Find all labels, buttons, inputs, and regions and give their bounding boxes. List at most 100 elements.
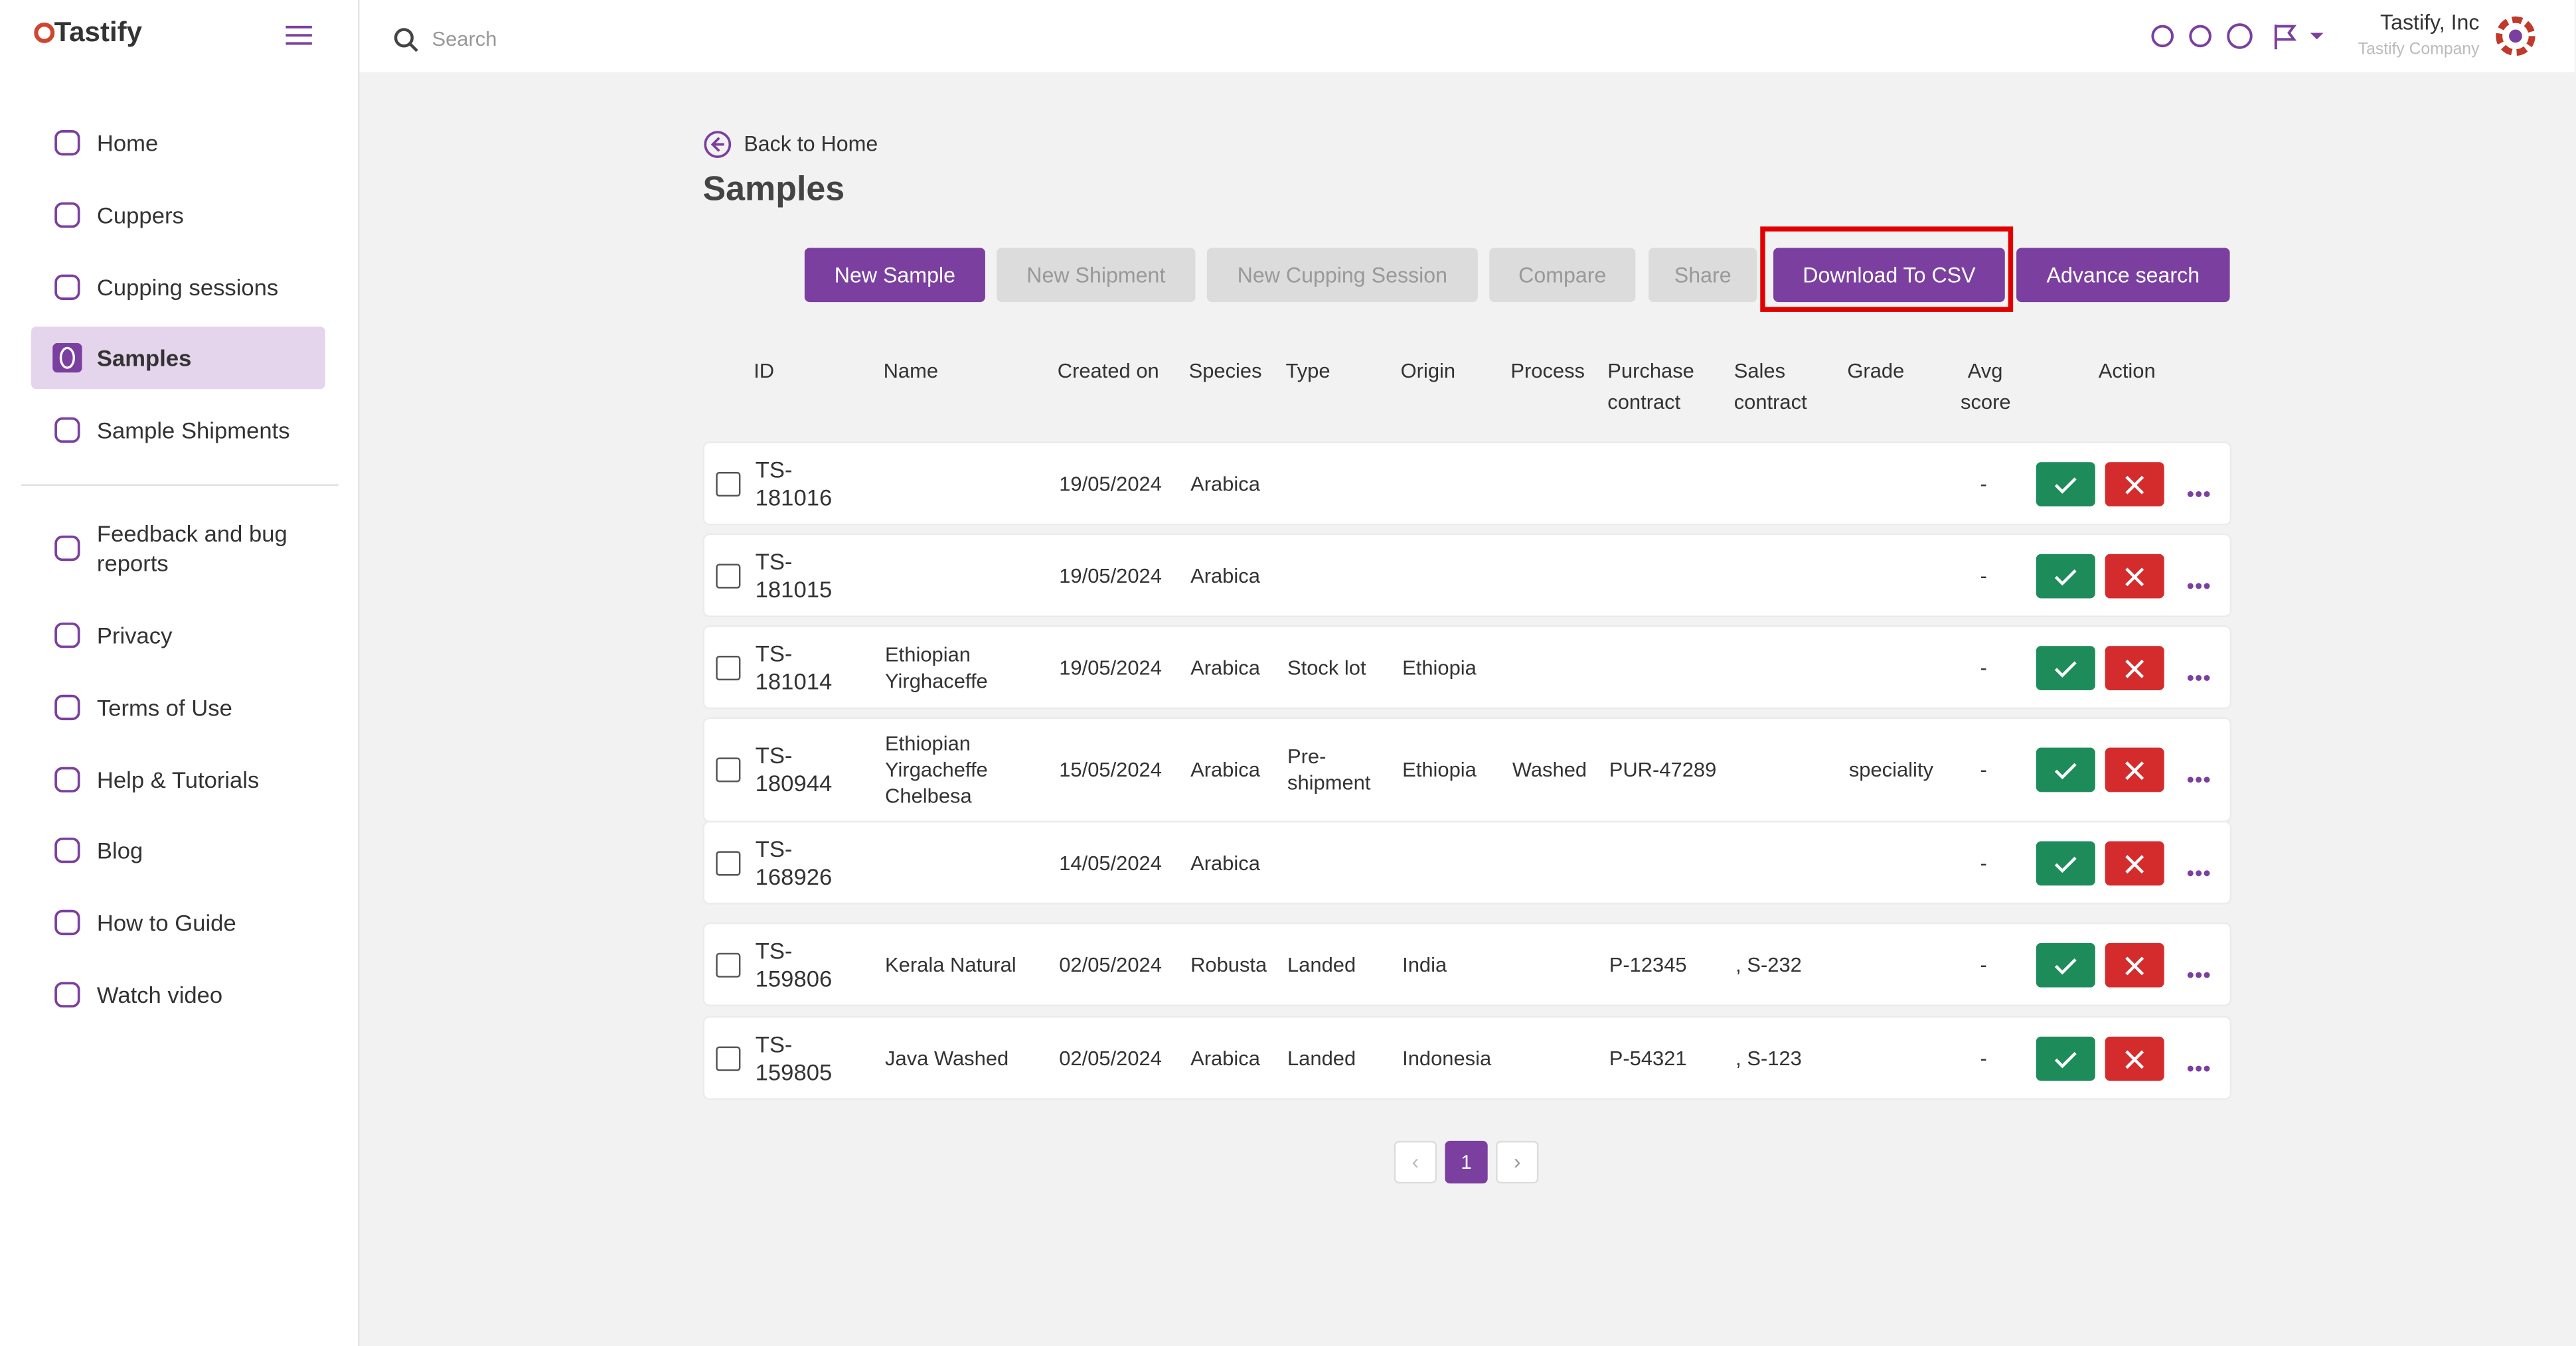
approve-button[interactable]: [2036, 553, 2095, 598]
nav-item[interactable]: Blog: [31, 819, 325, 881]
row-checkbox[interactable]: [716, 563, 741, 588]
nav-icon: [54, 982, 80, 1008]
nav-item[interactable]: Watch video: [31, 964, 325, 1026]
more-button[interactable]: [2186, 960, 2212, 978]
approve-button[interactable]: [2036, 461, 2095, 506]
nav-item[interactable]: Home: [31, 112, 325, 174]
table-cell: Arabica: [1190, 1046, 1260, 1070]
column-header: Purchase contract: [1607, 359, 1694, 414]
nav-label: Blog: [96, 837, 143, 863]
column-header: Avg score: [1961, 359, 2011, 414]
nav-item[interactable]: Terms of Use: [31, 676, 325, 739]
reject-button[interactable]: [2105, 461, 2164, 506]
table-cell: , S-123: [1735, 1046, 1802, 1070]
divider: [21, 484, 339, 486]
toolbar-button[interactable]: New Cupping Session: [1206, 248, 1478, 303]
nav-item[interactable]: Cuppers: [31, 184, 325, 246]
approve-button[interactable]: [2036, 840, 2095, 885]
approve-button[interactable]: [2036, 747, 2095, 792]
more-button[interactable]: [2186, 858, 2212, 875]
check-icon: [2054, 1051, 2077, 1068]
table-row: TS-181014 Ethiopian Yirghaceffe 19/05/2024…: [702, 625, 2232, 710]
toolbar-button[interactable]: Download To CSV: [1773, 248, 2005, 303]
logo: Tastify: [54, 16, 143, 48]
approve-button[interactable]: [2036, 1035, 2095, 1081]
reject-button[interactable]: [2105, 942, 2164, 987]
table-cell: -: [1980, 1046, 1987, 1070]
nav-item[interactable]: Cupping sessions: [31, 256, 325, 319]
nav-label: Privacy: [96, 622, 173, 648]
reject-button[interactable]: [2105, 644, 2164, 690]
sample-id: TS-159805: [755, 1029, 833, 1084]
nav-label: Home: [96, 129, 159, 156]
column-header: Created on: [1057, 359, 1159, 383]
reject-button[interactable]: [2105, 1035, 2164, 1081]
reject-button[interactable]: [2105, 840, 2164, 885]
nav-item[interactable]: Feedback and bug reports: [31, 516, 325, 581]
more-button[interactable]: [2186, 765, 2212, 783]
more-button[interactable]: [2186, 662, 2212, 680]
more-button[interactable]: [2186, 570, 2212, 589]
nav-icon: [52, 342, 82, 373]
row-checkbox[interactable]: [716, 1045, 741, 1071]
column-header: Name: [883, 359, 939, 383]
table-cell: -: [1980, 656, 1987, 679]
header-icons[interactable]: [2146, 20, 2326, 52]
table-cell: Pre-shipment: [1287, 745, 1371, 795]
table-cell: Arabica: [1190, 563, 1260, 587]
nav-label: Sample Shipments: [96, 417, 290, 443]
check-icon: [2054, 660, 2077, 677]
search-input[interactable]: Search: [432, 28, 497, 51]
reject-button[interactable]: [2105, 553, 2164, 598]
table-cell: Ethiopian Yirgacheffe Chelbesa: [885, 732, 988, 808]
check-icon: [2054, 957, 2077, 974]
approve-button[interactable]: [2036, 942, 2095, 987]
table-cell: Stock lot: [1287, 656, 1366, 679]
reject-button[interactable]: [2105, 747, 2164, 792]
nav-item[interactable]: Samples: [31, 327, 325, 390]
back-icon[interactable]: [703, 129, 733, 159]
more-button[interactable]: [2186, 479, 2212, 496]
toolbar-button[interactable]: New Shipment: [997, 248, 1196, 303]
column-header: Process: [1510, 359, 1585, 383]
more-button[interactable]: [2186, 1053, 2212, 1071]
row-checkbox[interactable]: [716, 757, 741, 783]
column-header: Species: [1188, 359, 1262, 383]
toolbar-button[interactable]: New Sample: [804, 248, 985, 303]
table-cell: Washed: [1512, 758, 1587, 782]
row-checkbox[interactable]: [716, 471, 741, 496]
nav-icon: [54, 202, 80, 228]
nav-label: Help & Tutorials: [96, 766, 260, 793]
x-icon: [2125, 658, 2144, 678]
current-page[interactable]: 1: [1445, 1140, 1488, 1184]
nav-label: How to Guide: [96, 909, 236, 936]
row-checkbox[interactable]: [716, 850, 741, 875]
row-checkbox[interactable]: [716, 952, 741, 977]
table-cell: 14/05/2024: [1059, 851, 1162, 874]
back-link[interactable]: Back to Home: [744, 131, 878, 156]
menu-toggle[interactable]: [285, 25, 312, 46]
toolbar-button[interactable]: Share: [1649, 248, 1757, 303]
table-cell: PUR-47289: [1609, 758, 1717, 782]
sample-id: TS-181014: [755, 639, 833, 694]
column-header: ID: [754, 359, 775, 383]
toolbar-button[interactable]: Compare: [1489, 248, 1636, 303]
next-page[interactable]: ›: [1496, 1140, 1539, 1184]
sample-id: TS-168926: [755, 834, 833, 889]
search-icon: [394, 28, 418, 52]
table-cell: Arabica: [1190, 472, 1260, 495]
approve-button[interactable]: [2036, 644, 2095, 690]
nav-item[interactable]: Help & Tutorials: [31, 749, 325, 811]
toolbar-button[interactable]: Advance search: [2016, 248, 2230, 303]
avatar[interactable]: [2494, 15, 2537, 57]
sample-id: TS-159806: [755, 936, 833, 991]
nav-item[interactable]: Privacy: [31, 604, 325, 666]
row-checkbox[interactable]: [716, 654, 741, 680]
prev-page[interactable]: ‹: [1394, 1140, 1437, 1184]
sample-id: TS-180944: [755, 741, 833, 796]
check-icon: [2054, 568, 2077, 585]
nav-item[interactable]: Sample Shipments: [31, 399, 325, 461]
table-row: TS-181015 19/05/2024 Arabica -: [702, 533, 2232, 617]
nav-item[interactable]: How to Guide: [31, 891, 325, 954]
